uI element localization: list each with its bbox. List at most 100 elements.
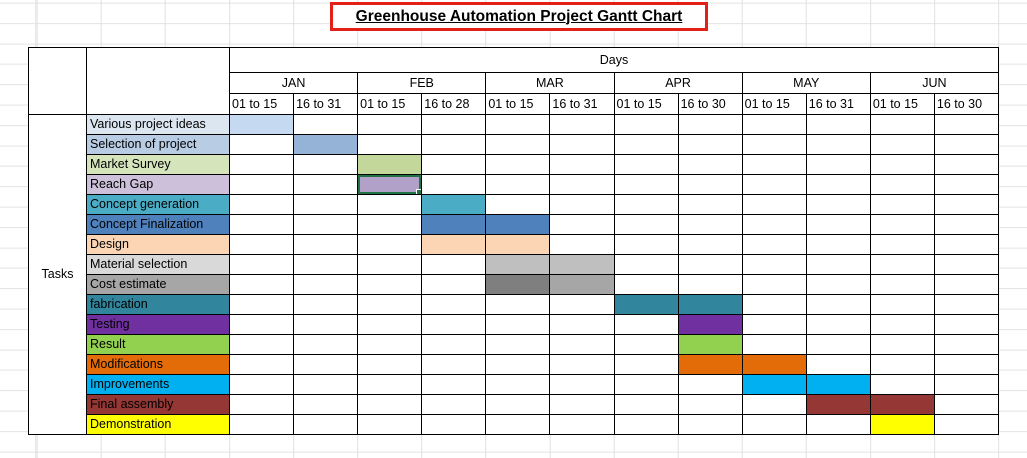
gantt-cell[interactable] <box>294 355 359 375</box>
gantt-cell[interactable] <box>870 275 935 295</box>
gantt-cell[interactable] <box>678 415 743 435</box>
gantt-cell[interactable] <box>614 315 679 335</box>
task-label[interactable]: Improvements <box>87 375 230 395</box>
gantt-cell[interactable] <box>294 195 359 215</box>
gantt-bar-cell[interactable] <box>678 355 743 375</box>
gantt-cell[interactable] <box>870 175 935 195</box>
chart-title-box[interactable]: Greenhouse Automation Project Gantt Char… <box>330 2 708 31</box>
period-header[interactable]: 16 to 30 <box>678 94 743 115</box>
month-header-may[interactable]: MAY <box>742 73 871 94</box>
gantt-cell[interactable] <box>294 255 359 275</box>
gantt-cell[interactable] <box>614 415 679 435</box>
gantt-cell[interactable] <box>742 415 807 435</box>
gantt-bar-cell-selected[interactable] <box>358 175 423 195</box>
gantt-cell[interactable] <box>230 315 295 335</box>
month-header-feb[interactable]: FEB <box>358 73 487 94</box>
gantt-cell[interactable] <box>358 215 423 235</box>
gantt-cell[interactable] <box>422 275 487 295</box>
gantt-cell[interactable] <box>806 135 871 155</box>
gantt-cell[interactable] <box>678 255 743 275</box>
gantt-cell[interactable] <box>742 155 807 175</box>
gantt-cell[interactable] <box>934 395 999 415</box>
gantt-cell[interactable] <box>550 215 615 235</box>
gantt-cell[interactable] <box>358 395 423 415</box>
gantt-cell[interactable] <box>742 175 807 195</box>
gantt-cell[interactable] <box>678 275 743 295</box>
gantt-bar-cell[interactable] <box>870 395 935 415</box>
gantt-bar-cell[interactable] <box>486 255 551 275</box>
gantt-cell[interactable] <box>422 335 487 355</box>
gantt-cell[interactable] <box>486 315 551 335</box>
gantt-cell[interactable] <box>934 415 999 435</box>
gantt-cell[interactable] <box>422 175 487 195</box>
gantt-cell[interactable] <box>870 295 935 315</box>
task-label[interactable]: Result <box>87 335 230 355</box>
gantt-bar-cell[interactable] <box>422 195 487 215</box>
gantt-cell[interactable] <box>678 175 743 195</box>
gantt-cell[interactable] <box>422 135 487 155</box>
gantt-cell[interactable] <box>358 355 423 375</box>
gantt-cell[interactable] <box>614 155 679 175</box>
gantt-cell[interactable] <box>550 415 615 435</box>
gantt-cell[interactable] <box>230 415 295 435</box>
gantt-cell[interactable] <box>486 155 551 175</box>
gantt-cell[interactable] <box>806 295 871 315</box>
gantt-cell[interactable] <box>934 295 999 315</box>
gantt-cell[interactable] <box>230 355 295 375</box>
gantt-cell[interactable] <box>614 215 679 235</box>
gantt-bar-cell[interactable] <box>550 255 615 275</box>
gantt-cell[interactable] <box>358 315 423 335</box>
gantt-cell[interactable] <box>614 335 679 355</box>
gantt-cell[interactable] <box>870 115 935 135</box>
month-header-apr[interactable]: APR <box>614 73 743 94</box>
gantt-cell[interactable] <box>678 135 743 155</box>
gantt-cell[interactable] <box>806 235 871 255</box>
period-header[interactable]: 01 to 15 <box>230 94 295 115</box>
gantt-cell[interactable] <box>870 215 935 235</box>
gantt-cell[interactable] <box>742 275 807 295</box>
gantt-cell[interactable] <box>934 155 999 175</box>
gantt-cell[interactable] <box>486 115 551 135</box>
gantt-cell[interactable] <box>806 195 871 215</box>
gantt-cell[interactable] <box>230 335 295 355</box>
task-label[interactable]: Market Survey <box>87 155 230 175</box>
gantt-cell[interactable] <box>294 155 359 175</box>
gantt-cell[interactable] <box>870 235 935 255</box>
gantt-cell[interactable] <box>486 355 551 375</box>
gantt-cell[interactable] <box>550 335 615 355</box>
gantt-cell[interactable] <box>422 255 487 275</box>
gantt-bar-cell[interactable] <box>678 335 743 355</box>
gantt-cell[interactable] <box>358 135 423 155</box>
gantt-cell[interactable] <box>422 315 487 335</box>
task-label[interactable]: Demonstration <box>87 415 230 435</box>
gantt-cell[interactable] <box>806 255 871 275</box>
gantt-cell[interactable] <box>230 375 295 395</box>
period-header[interactable]: 01 to 15 <box>486 94 551 115</box>
gantt-cell[interactable] <box>614 135 679 155</box>
gantt-cell[interactable] <box>422 295 487 315</box>
gantt-cell[interactable] <box>230 195 295 215</box>
gantt-cell[interactable] <box>486 195 551 215</box>
gantt-cell[interactable] <box>870 335 935 355</box>
gantt-cell[interactable] <box>230 215 295 235</box>
gantt-cell[interactable] <box>550 135 615 155</box>
gantt-bar-cell[interactable] <box>806 395 871 415</box>
task-label[interactable]: Concept Finalization <box>87 215 230 235</box>
gantt-cell[interactable] <box>678 115 743 135</box>
period-header[interactable]: 01 to 15 <box>614 94 679 115</box>
gantt-bar-cell[interactable] <box>806 375 871 395</box>
gantt-cell[interactable] <box>934 275 999 295</box>
gantt-cell[interactable] <box>358 415 423 435</box>
gantt-cell[interactable] <box>742 335 807 355</box>
gantt-cell[interactable] <box>614 375 679 395</box>
gantt-cell[interactable] <box>934 255 999 275</box>
gantt-cell[interactable] <box>230 175 295 195</box>
gantt-cell[interactable] <box>934 215 999 235</box>
gantt-cell[interactable] <box>550 235 615 255</box>
gantt-cell[interactable] <box>230 275 295 295</box>
gantt-cell[interactable] <box>934 315 999 335</box>
gantt-cell[interactable] <box>678 195 743 215</box>
gantt-cell[interactable] <box>742 115 807 135</box>
gantt-cell[interactable] <box>806 215 871 235</box>
gantt-cell[interactable] <box>294 295 359 315</box>
